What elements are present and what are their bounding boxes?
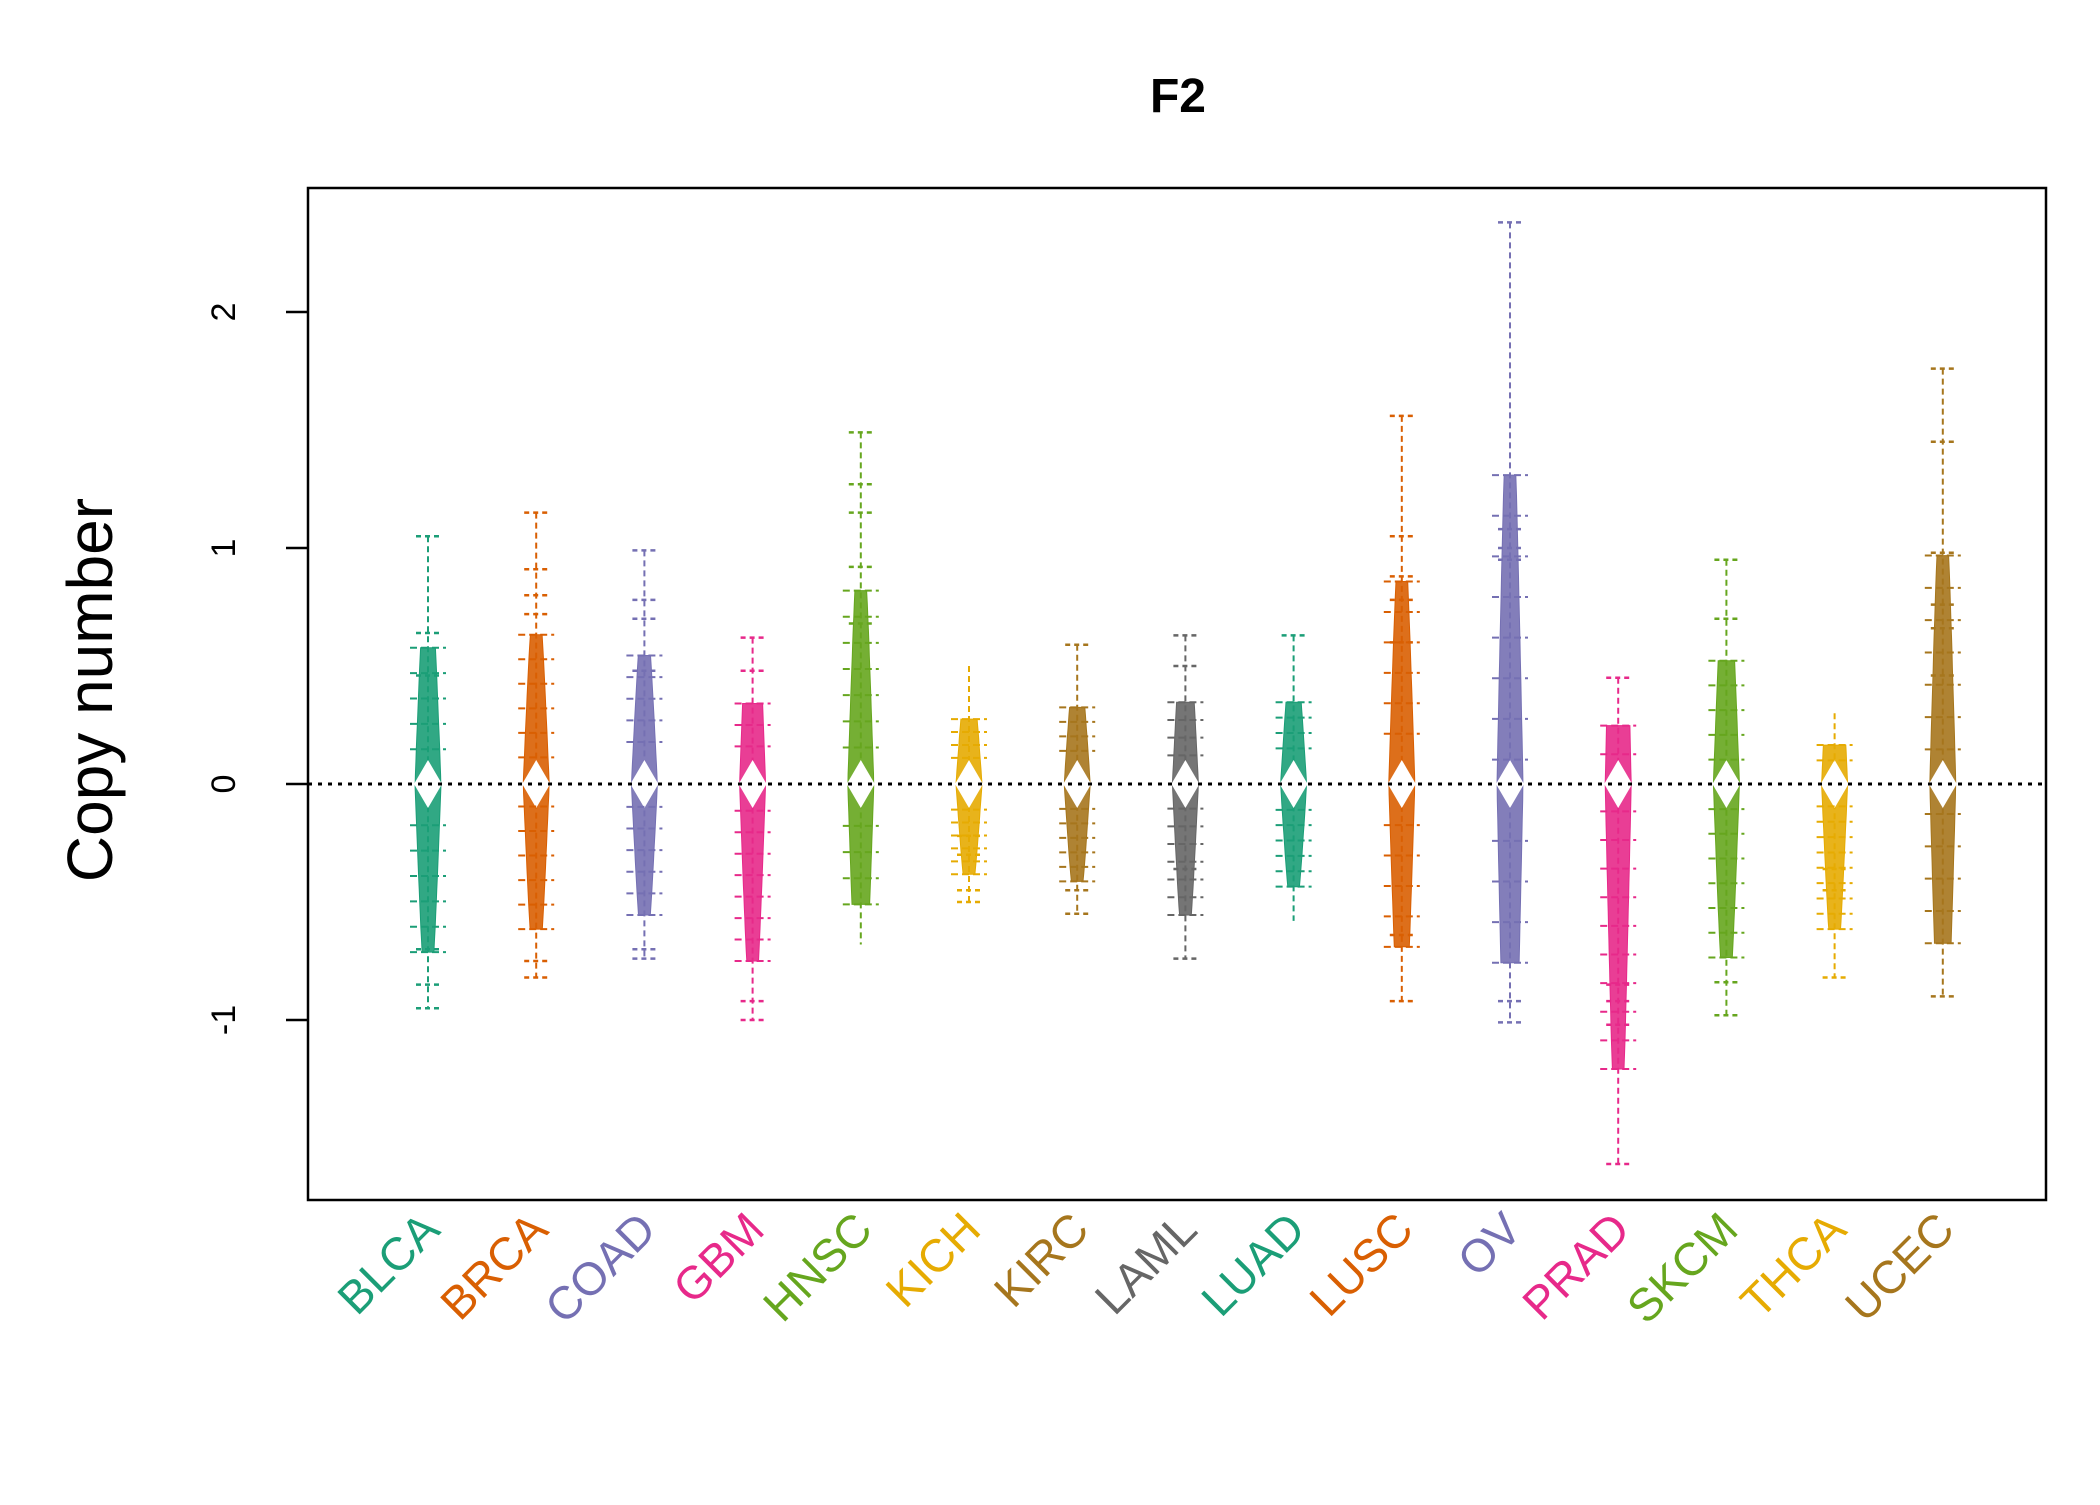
bean-center-laml (1171, 760, 1200, 808)
category-label-kirc: KIRC (984, 1202, 1098, 1316)
category-label-ov: OV (1447, 1202, 1531, 1286)
bean-brca (518, 511, 555, 979)
bean-center-skcm (1712, 760, 1741, 808)
bean-blca (410, 534, 446, 1010)
y-axis: -1 0 1 2 (205, 303, 308, 1035)
bean-hnsc (842, 431, 879, 945)
category-label-thca: THCA (1730, 1202, 1856, 1328)
category-label-laml: LAML (1085, 1202, 1207, 1324)
bean-center-luad (1279, 760, 1308, 808)
bean-center-coad (630, 760, 659, 808)
category-label-prad: PRAD (1512, 1202, 1639, 1329)
bean-prad (1600, 676, 1637, 1166)
bean-ov (1492, 221, 1528, 1024)
chart-title: F2 (1150, 70, 1206, 123)
bean-luad (1275, 634, 1312, 921)
beans-layer (410, 221, 1961, 1166)
category-label-ucec: UCEC (1835, 1202, 1964, 1331)
y-axis-label: Copy number (54, 498, 126, 882)
plot-frame (306, 186, 2048, 1202)
category-label-brca: BRCA (430, 1202, 557, 1329)
bean-laml (1167, 634, 1204, 960)
bean-ucec (1924, 367, 1961, 998)
y-tick-label: 2 (205, 303, 243, 322)
y-tick-label: -1 (205, 1005, 243, 1035)
category-label-skcm: SKCM (1617, 1202, 1748, 1333)
y-tick-label: 1 (205, 539, 243, 558)
category-label-lusc: LUSC (1299, 1202, 1423, 1326)
bean-kirc (1059, 643, 1096, 916)
bean-center-brca (522, 760, 551, 808)
bean-center-thca (1820, 760, 1849, 808)
bean-skcm (1708, 558, 1745, 1017)
y-tick-label: 0 (205, 775, 243, 794)
bean-kich (951, 666, 987, 905)
category-label-coad: COAD (535, 1202, 666, 1333)
bean-center-kirc (1063, 760, 1092, 808)
category-label-kich: KICH (876, 1202, 990, 1316)
category-label-luad: LUAD (1191, 1202, 1315, 1326)
bean-thca (1816, 713, 1853, 979)
category-label-hnsc: HNSC (753, 1202, 882, 1331)
bean-center-ucec (1928, 760, 1957, 808)
bean-lusc (1383, 414, 1420, 1003)
bean-gbm (734, 636, 771, 1022)
bean-coad (626, 549, 663, 960)
category-label-blca: BLCA (327, 1202, 449, 1324)
bean-center-gbm (738, 760, 767, 808)
